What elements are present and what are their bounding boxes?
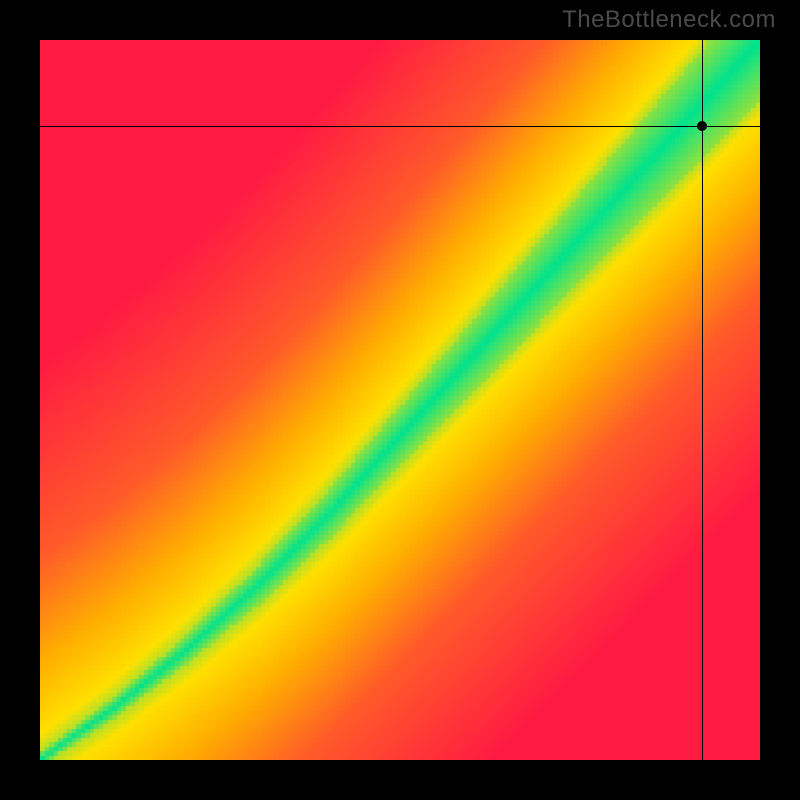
chart-container: TheBottleneck.com <box>0 0 800 800</box>
crosshair-vertical <box>702 40 703 760</box>
crosshair-horizontal <box>40 126 760 127</box>
selection-marker[interactable] <box>697 121 707 131</box>
watermark-text: TheBottleneck.com <box>562 6 776 34</box>
bottleneck-heatmap <box>40 40 760 760</box>
